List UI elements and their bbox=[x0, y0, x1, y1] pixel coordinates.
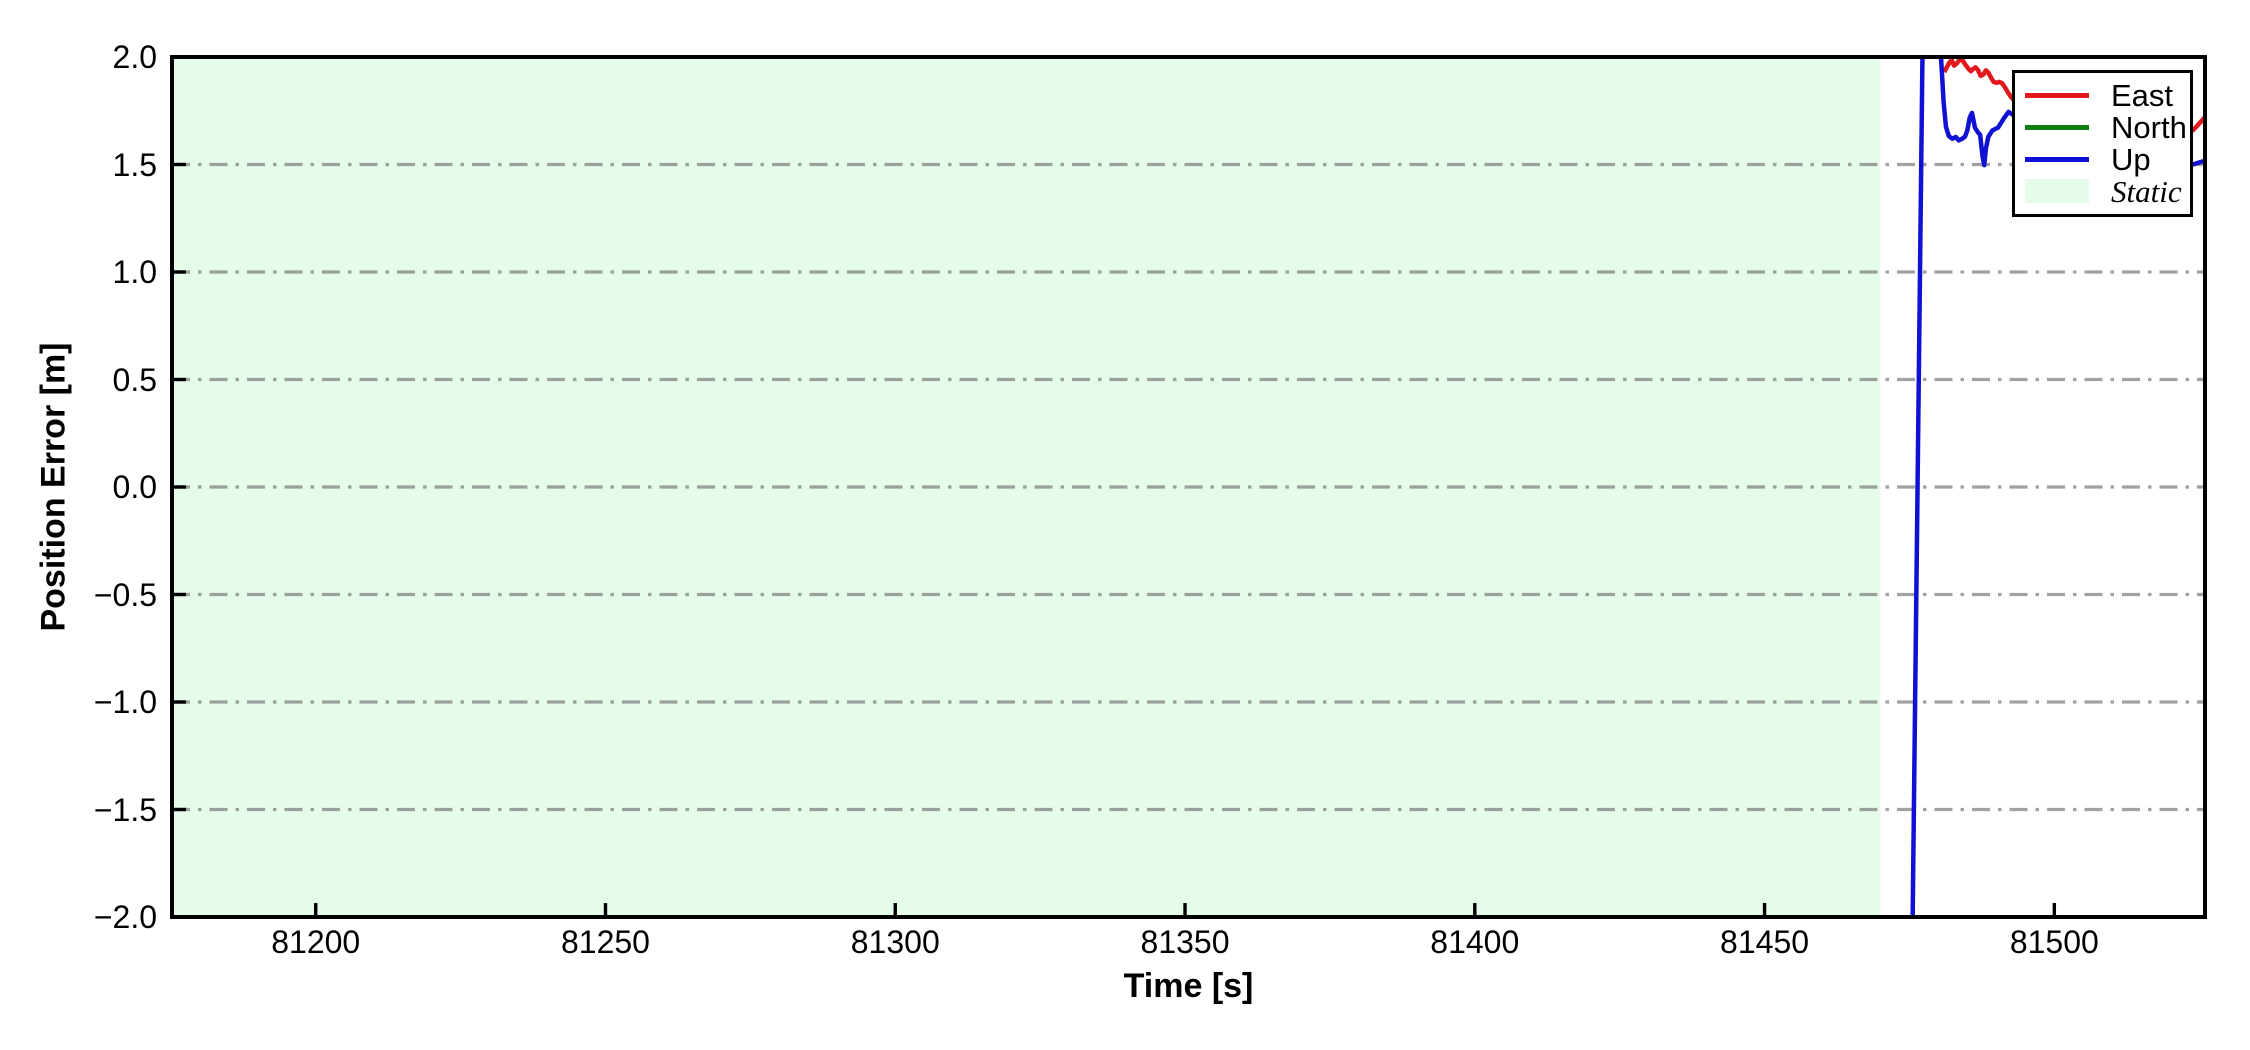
y-tick-label: 0.0 bbox=[112, 469, 157, 505]
y-tick-label: −0.5 bbox=[93, 576, 157, 613]
legend-line-swatch bbox=[2025, 92, 2089, 98]
legend-entry-label: Up bbox=[2111, 141, 2151, 177]
x-axis-label: Time [s] bbox=[1123, 967, 1254, 1005]
y-tick-label: −1.0 bbox=[93, 684, 157, 720]
legend-entry-label: North bbox=[2111, 109, 2187, 145]
x-tick-label: 81500 bbox=[2009, 924, 2099, 960]
x-tick-label: 81400 bbox=[1430, 924, 1520, 960]
y-axis-label: Position Error [m] bbox=[34, 342, 73, 632]
legend-entry-static: Static bbox=[2025, 175, 2190, 207]
legend-entry-label: East bbox=[2111, 77, 2174, 113]
y-tick-label: 1.5 bbox=[112, 146, 157, 183]
x-tick-label: 81300 bbox=[850, 924, 940, 960]
y-tick-label: −1.5 bbox=[93, 791, 157, 828]
legend-box: East North Up Static bbox=[2012, 70, 2193, 217]
x-tick-label: 81450 bbox=[1720, 924, 1810, 960]
y-tick-label: 2.0 bbox=[112, 39, 157, 75]
plot-border bbox=[170, 55, 2207, 919]
x-tick-label: 81250 bbox=[560, 924, 650, 960]
y-tick-label: 0.5 bbox=[112, 361, 157, 398]
legend-line-swatch bbox=[2025, 156, 2089, 162]
legend-entry-label: Static bbox=[2111, 173, 2182, 209]
x-tick-label: 81350 bbox=[1140, 924, 1230, 960]
legend-entry-up: Up bbox=[2025, 143, 2190, 175]
legend-line-swatch bbox=[2025, 124, 2089, 130]
legend-patch-swatch bbox=[2025, 179, 2089, 203]
x-tick-label: 81200 bbox=[271, 924, 361, 960]
y-tick-label: 1.0 bbox=[112, 254, 157, 290]
y-tick-label: −2.0 bbox=[93, 899, 157, 935]
legend-entry-east: East bbox=[2025, 79, 2190, 111]
legend-entry-north: North bbox=[2025, 111, 2190, 143]
